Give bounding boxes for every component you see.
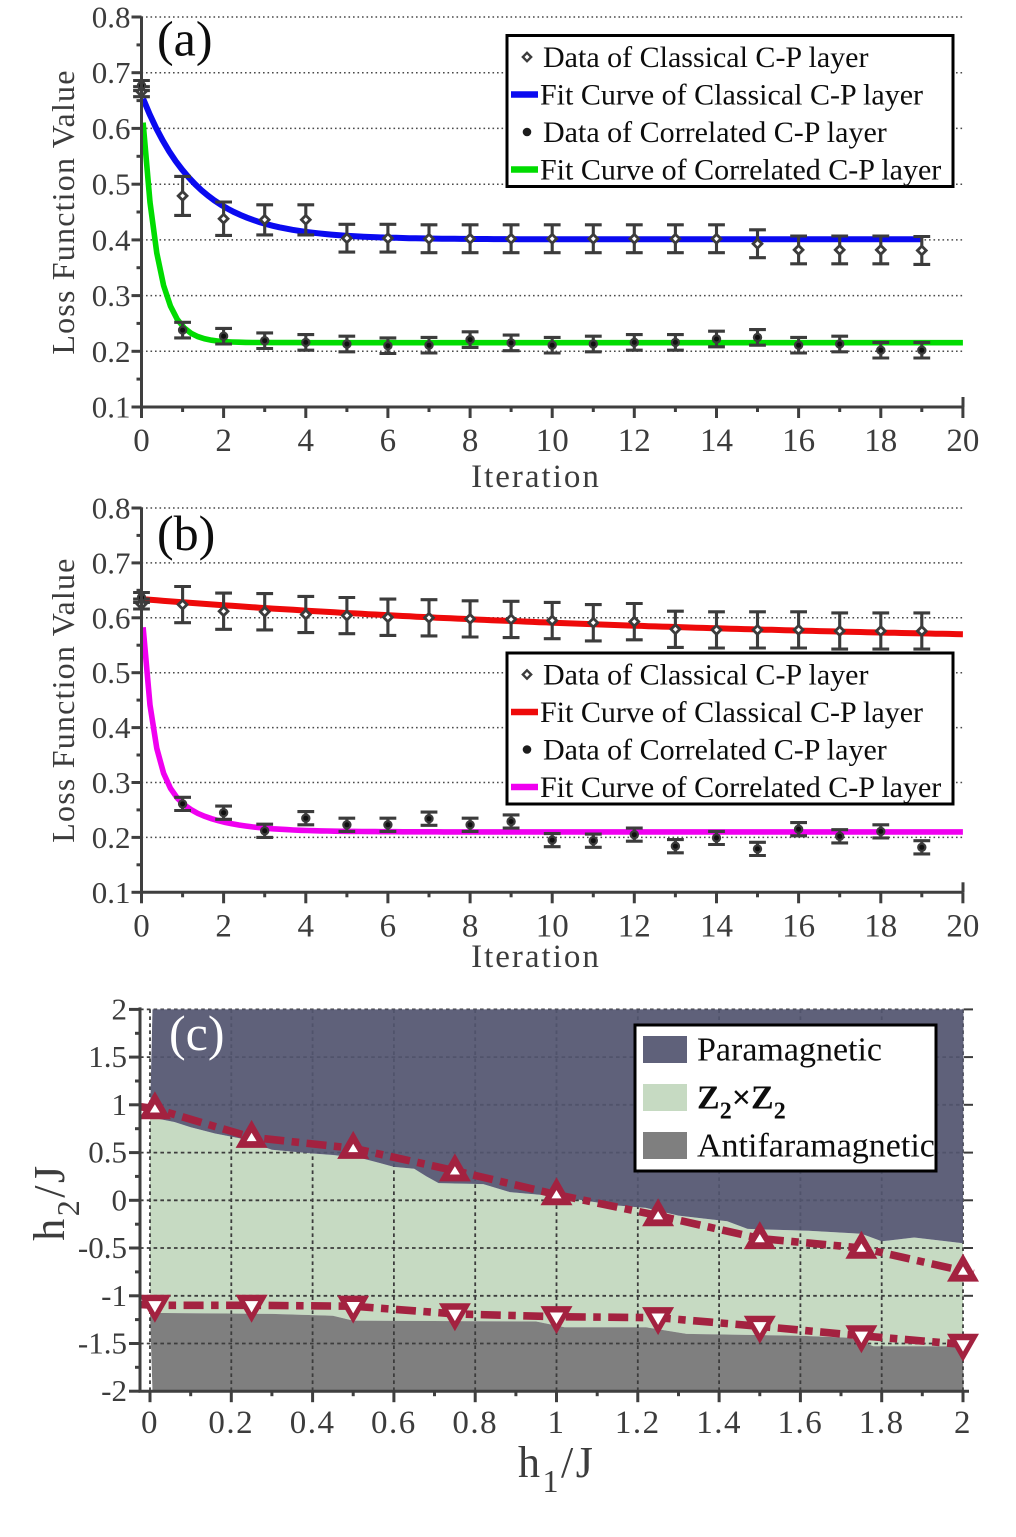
- svg-text:18: 18: [864, 423, 897, 459]
- svg-text:6: 6: [380, 908, 397, 944]
- svg-text:0.7: 0.7: [92, 545, 131, 580]
- svg-text:1.5: 1.5: [88, 1039, 127, 1074]
- svg-text:14: 14: [700, 423, 733, 459]
- svg-text:0.4: 0.4: [290, 1405, 336, 1441]
- svg-text:18: 18: [864, 908, 897, 944]
- svg-text:Fit Curve of Classical C-P lay: Fit Curve of Classical C-P layer: [540, 696, 923, 729]
- svg-text:0.1: 0.1: [92, 875, 131, 910]
- svg-text:-0.5: -0.5: [78, 1230, 127, 1265]
- svg-text:14: 14: [700, 908, 733, 944]
- svg-text:16: 16: [782, 423, 815, 459]
- svg-text:0.1: 0.1: [92, 390, 131, 425]
- svg-text:0: 0: [112, 1182, 128, 1217]
- svg-text:-1.5: -1.5: [78, 1326, 127, 1361]
- svg-text:Loss Function Value: Loss Function Value: [45, 557, 81, 842]
- svg-text:10: 10: [536, 423, 569, 459]
- svg-text:0.2: 0.2: [92, 820, 131, 855]
- svg-text:2: 2: [954, 1405, 972, 1441]
- svg-text:(c): (c): [169, 1005, 225, 1061]
- svg-text:0.8: 0.8: [92, 0, 131, 35]
- svg-text:0: 0: [133, 423, 150, 459]
- svg-text:Data of Correlated C-P layer: Data of Correlated C-P layer: [543, 734, 887, 767]
- svg-text:2: 2: [215, 423, 232, 459]
- svg-text:Fit Curve of Correlated C-P la: Fit Curve of Correlated C-P layer: [540, 154, 941, 187]
- svg-text:1: 1: [548, 1405, 566, 1441]
- svg-text:(b): (b): [157, 505, 215, 561]
- svg-text:20: 20: [946, 908, 979, 944]
- svg-text:8: 8: [462, 423, 479, 459]
- svg-text:0: 0: [133, 908, 150, 944]
- svg-text:1.4: 1.4: [696, 1405, 742, 1441]
- svg-text:12: 12: [618, 908, 651, 944]
- svg-text:0.3: 0.3: [92, 765, 131, 800]
- svg-text:Iteration: Iteration: [471, 939, 601, 975]
- svg-text:2: 2: [215, 908, 232, 944]
- svg-text:0.5: 0.5: [92, 167, 131, 202]
- svg-text:Iteration: Iteration: [471, 459, 601, 495]
- svg-text:16: 16: [782, 908, 815, 944]
- svg-text:4: 4: [298, 908, 315, 944]
- svg-text:-1: -1: [101, 1278, 127, 1313]
- svg-text:Data of Classical C-P layer: Data of Classical C-P layer: [543, 659, 868, 692]
- svg-text:0.8: 0.8: [452, 1405, 498, 1441]
- svg-text:10: 10: [536, 908, 569, 944]
- svg-text:0.6: 0.6: [92, 600, 131, 635]
- svg-text:Data of Correlated C-P layer: Data of Correlated C-P layer: [543, 116, 887, 149]
- svg-text:-2: -2: [101, 1373, 127, 1408]
- svg-text:0.5: 0.5: [92, 655, 131, 690]
- svg-text:(a): (a): [157, 11, 213, 67]
- svg-text:6: 6: [380, 423, 397, 459]
- svg-text:1.8: 1.8: [859, 1405, 905, 1441]
- svg-text:0.2: 0.2: [92, 334, 131, 369]
- svg-text:0.7: 0.7: [92, 55, 131, 90]
- svg-text:0.6: 0.6: [371, 1405, 417, 1441]
- svg-text:2: 2: [112, 991, 128, 1026]
- svg-text:Paramagnetic: Paramagnetic: [697, 1032, 882, 1069]
- svg-text:1.6: 1.6: [778, 1405, 824, 1441]
- svg-text:0.6: 0.6: [92, 111, 131, 146]
- svg-text:8: 8: [462, 908, 479, 944]
- svg-text:Antifaramagnetic: Antifaramagnetic: [697, 1128, 935, 1165]
- svg-text:0.4: 0.4: [92, 710, 131, 745]
- svg-text:0.8: 0.8: [92, 491, 131, 526]
- svg-text:0.2: 0.2: [208, 1405, 254, 1441]
- svg-text:0.5: 0.5: [88, 1135, 127, 1170]
- svg-text:0: 0: [141, 1405, 159, 1441]
- svg-text:Fit Curve of Correlated C-P la: Fit Curve of Correlated C-P layer: [540, 771, 941, 804]
- svg-text:Data of Classical C-P layer: Data of Classical C-P layer: [543, 41, 868, 74]
- svg-text:0.3: 0.3: [92, 278, 131, 313]
- svg-text:1.2: 1.2: [615, 1405, 661, 1441]
- svg-text:12: 12: [618, 423, 651, 459]
- svg-text:1: 1: [112, 1087, 128, 1122]
- svg-text:4: 4: [298, 423, 315, 459]
- svg-text:Fit Curve of Classical C-P lay: Fit Curve of Classical C-P layer: [540, 79, 923, 112]
- svg-text:20: 20: [946, 423, 979, 459]
- svg-text:Loss Function Value: Loss Function Value: [45, 69, 81, 354]
- svg-text:0.4: 0.4: [92, 222, 131, 257]
